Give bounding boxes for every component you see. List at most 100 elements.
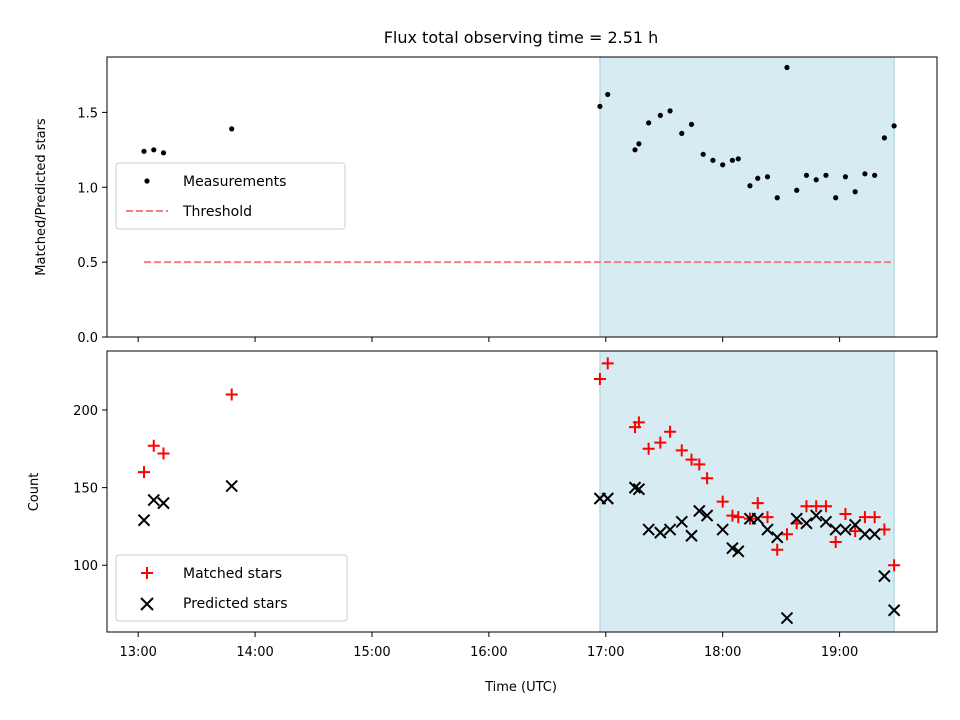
predicted-star-point <box>887 604 901 617</box>
bottom-highlight-span <box>599 350 895 633</box>
top-panel: 0.0 0.5 1.0 1.5 Matched/Predicted stars Mea… <box>34 56 938 346</box>
top-panel-frame <box>106 56 938 338</box>
top-legend-box <box>115 162 346 230</box>
measurement-point <box>813 177 819 183</box>
legend-measurements-marker <box>144 178 150 184</box>
measurement-point <box>774 195 780 201</box>
top-ytick-label: 1.5 <box>77 106 98 121</box>
top-ytick-label: 1.0 <box>77 181 98 196</box>
predicted-star-point <box>663 523 677 536</box>
predicted-star-point <box>761 523 774 536</box>
x-axis-label: Time (UTC) <box>484 680 557 695</box>
matched-star-point <box>732 511 745 524</box>
predicted-star-point <box>878 569 891 583</box>
matched-star-point <box>849 525 862 538</box>
matched-star-point <box>868 511 881 524</box>
measurement-point <box>735 156 741 162</box>
matched-star-point <box>675 444 688 457</box>
top-ytick-label: 0.0 <box>77 331 98 346</box>
bottom-legend: Matched stars Predicted stars <box>115 554 348 622</box>
predicted-star-point <box>675 515 688 528</box>
measurement-point <box>729 157 736 163</box>
measurement-point <box>852 189 858 195</box>
measurement-point <box>667 108 673 114</box>
measurement-point <box>862 171 868 177</box>
predicted-star-point <box>819 515 833 528</box>
measurement-point <box>160 150 167 156</box>
measurement-point <box>700 151 706 157</box>
top-ytick-label: 0.5 <box>77 256 98 271</box>
matched-star-point <box>888 559 901 572</box>
legend-predicted-label: Predicted stars <box>183 596 288 612</box>
xtick-label: 14:00 <box>236 645 273 660</box>
measurement-point <box>688 121 695 127</box>
top-highlight-span <box>599 56 895 338</box>
measurement-point <box>833 195 839 201</box>
measurement-point <box>891 123 897 129</box>
xtick-label: 13:00 <box>119 645 156 660</box>
predicted-star-point <box>868 527 881 541</box>
measurement-point <box>597 103 603 110</box>
xtick-label: 15:00 <box>353 645 390 660</box>
matched-star-point <box>829 535 842 548</box>
predicted-star-point <box>685 529 698 542</box>
predicted-star-point <box>726 541 739 555</box>
predicted-star-point <box>601 492 614 505</box>
xtick-label: 17:00 <box>587 645 624 660</box>
matched-star-point <box>685 453 698 466</box>
matched-star-point <box>839 508 852 521</box>
measurement-point <box>141 148 147 154</box>
predicted-star-point <box>732 545 745 558</box>
predicted-star-point <box>716 523 729 536</box>
matched-star-point <box>664 425 677 438</box>
measurement-point <box>784 64 790 71</box>
bottom-panel-frame <box>106 350 938 633</box>
measurement-point <box>823 172 829 178</box>
bottom-y-axis-ticks: 100 150 200 <box>73 404 107 574</box>
measurement-point <box>747 183 753 189</box>
matched-star-point <box>761 511 774 524</box>
matched-star-point <box>225 388 238 401</box>
bottom-y-axis-label: Count <box>27 473 42 512</box>
measurements-series <box>141 64 897 201</box>
top-legend: Measurements Threshold <box>115 162 346 230</box>
measurement-point <box>657 112 663 118</box>
matched-star-point <box>642 442 655 455</box>
bottom-legend-box <box>115 554 348 622</box>
matched-stars-series <box>138 357 901 572</box>
measurement-point <box>881 135 887 141</box>
xtick-label: 16:00 <box>470 645 507 660</box>
predicted-star-point <box>839 523 852 536</box>
predicted-star-point <box>829 523 842 536</box>
predicted-star-point <box>848 518 862 532</box>
predicted-star-point <box>700 509 714 522</box>
xtick-label: 18:00 <box>704 645 741 660</box>
matched-star-point <box>751 497 764 510</box>
predicted-star-point <box>628 481 642 494</box>
matched-star-point <box>693 458 706 471</box>
predicted-star-point <box>790 512 803 525</box>
legend-matched-label: Matched stars <box>183 566 282 582</box>
bottom-ytick-label: 150 <box>73 482 98 497</box>
predicted-star-point <box>147 493 160 507</box>
top-x-axis-ticks <box>137 337 841 342</box>
xtick-label: 19:00 <box>821 645 858 660</box>
measurement-point <box>632 147 638 153</box>
predicted-star-point <box>780 611 794 625</box>
matched-star-point <box>780 528 793 541</box>
matched-star-point <box>632 416 645 429</box>
matched-star-point <box>601 357 614 370</box>
matched-star-point <box>138 466 151 479</box>
measurement-point <box>636 141 642 147</box>
predicted-star-point <box>800 517 813 530</box>
matched-star-point <box>654 436 667 449</box>
matched-star-point <box>157 447 170 460</box>
legend-measurements-label: Measurements <box>183 174 286 190</box>
measurement-point <box>679 130 685 136</box>
predicted-star-point <box>858 527 872 541</box>
predicted-star-point <box>771 531 784 544</box>
legend-matched-marker <box>141 567 153 579</box>
measurement-point <box>755 175 761 181</box>
measurement-point <box>764 174 771 180</box>
matched-star-point <box>593 372 606 385</box>
